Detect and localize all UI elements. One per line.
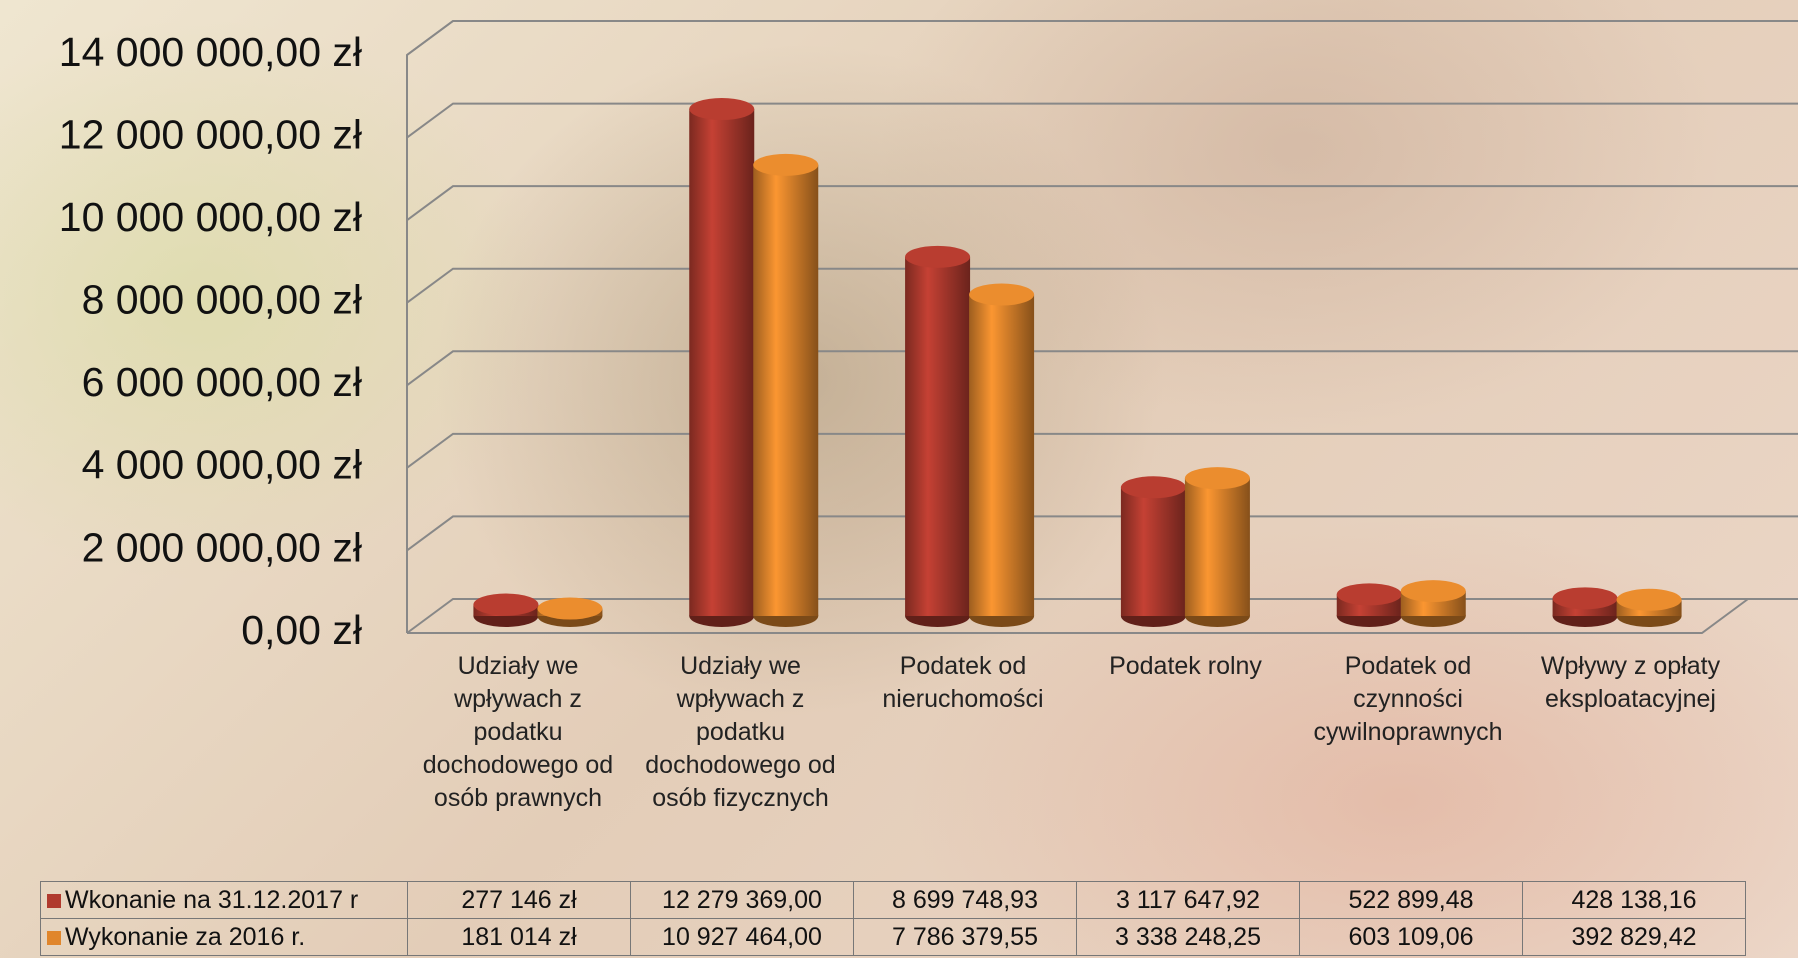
y-tick-label: 6 000 000,00 zł: [82, 359, 362, 405]
bar: [969, 284, 1034, 627]
value-label: 603 109,06: [1300, 919, 1523, 956]
x-tick-label: Wpływy z opłaty eksploatacyjnej: [1531, 650, 1731, 716]
grid-line: [407, 269, 1798, 303]
chart: 0,00 zł 2 000 000,00 zł 4 000 000,00 zł 6 0…: [0, 0, 1798, 958]
bar: [1185, 467, 1250, 627]
value-label: 7 786 379,55: [854, 919, 1077, 956]
legend-swatch: [47, 931, 61, 945]
bar: [1337, 583, 1402, 627]
grid-line: [407, 434, 1798, 468]
y-tick-label: 0,00 zł: [241, 607, 362, 653]
legend-label: Wykonanie za 2016 r.: [65, 923, 305, 951]
value-label: 277 146 zł: [408, 882, 631, 919]
grid-line: [407, 351, 1798, 385]
axis-wall: [407, 21, 453, 633]
x-tick-label: Podatek od nieruchomości: [863, 650, 1063, 716]
grid-line: [407, 21, 1798, 55]
x-tick-label: Udziały we wpływach z podatku dochodoweg…: [641, 650, 841, 815]
y-tick-label: 10 000 000,00 zł: [59, 194, 362, 240]
floor-edge: [407, 599, 1748, 633]
bar: [905, 246, 970, 627]
value-label: 3 117 647,92: [1077, 882, 1300, 919]
bar: [473, 594, 538, 627]
value-label: 10 927 464,00: [631, 919, 854, 956]
y-tick-label: 2 000 000,00 zł: [82, 524, 362, 570]
legend-label: Wkonanie na 31.12.2017 r: [65, 886, 358, 914]
value-label: 3 338 248,25: [1077, 919, 1300, 956]
bar: [1401, 580, 1466, 627]
x-tick-label: Podatek od czynności cywilnoprawnych: [1308, 650, 1508, 749]
bar: [1553, 587, 1618, 627]
value-label: 12 279 369,00: [631, 882, 854, 919]
value-label: 181 014 zł: [408, 919, 631, 956]
grid-line: [407, 516, 1798, 550]
page: 0,00 zł 2 000 000,00 zł 4 000 000,00 zł 6 0…: [0, 0, 1798, 958]
value-label: 392 829,42: [1523, 919, 1746, 956]
bar: [689, 98, 754, 627]
grid-line: [407, 104, 1798, 138]
value-label: 522 899,48: [1300, 882, 1523, 919]
x-tick-label: Udziały we wpływach z podatku dochodoweg…: [418, 650, 618, 815]
value-label: 8 699 748,93: [854, 882, 1077, 919]
bar: [753, 154, 818, 627]
bar: [537, 598, 602, 627]
y-tick-label: 8 000 000,00 zł: [82, 277, 362, 323]
y-tick-label: 14 000 000,00 zł: [59, 29, 362, 75]
bar: [1121, 476, 1186, 627]
grid-line: [407, 186, 1798, 220]
y-tick-label: 12 000 000,00 zł: [59, 111, 362, 157]
x-tick-label: Podatek rolny: [1086, 650, 1286, 683]
value-label: 428 138,16: [1523, 882, 1746, 919]
bar: [1617, 589, 1682, 627]
legend-swatch: [47, 894, 61, 908]
y-tick-label: 4 000 000,00 zł: [82, 442, 362, 488]
